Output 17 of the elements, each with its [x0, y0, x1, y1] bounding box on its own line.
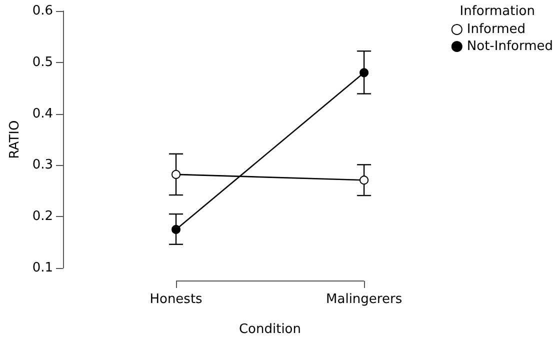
legend-label: Not-Informed [466, 39, 554, 54]
y-tick-label: 0.5 [32, 54, 53, 70]
point [360, 176, 369, 185]
y-tick-label: 0.3 [32, 158, 53, 173]
y-tick-label: 0.1 [32, 260, 53, 276]
y-tick-label: 0.2 [32, 209, 53, 224]
legend-label: Informed [466, 22, 526, 37]
y-tick-label: 0.6 [32, 4, 53, 18]
point [172, 170, 181, 179]
legend-title: Information [460, 4, 536, 19]
y-axis-title: RATIO [7, 120, 22, 159]
point [360, 68, 369, 78]
x-axis-title: Condition [238, 322, 302, 337]
point [172, 224, 181, 234]
y-tick-label: 0.4 [32, 106, 53, 122]
x-tick-label: Honests [150, 292, 203, 307]
x-tick-label: Malingerers [326, 292, 402, 307]
